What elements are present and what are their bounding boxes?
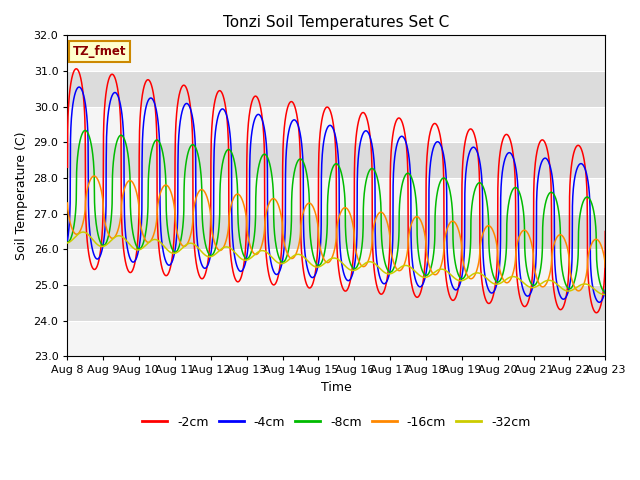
Title: Tonzi Soil Temperatures Set C: Tonzi Soil Temperatures Set C	[223, 15, 449, 30]
X-axis label: Time: Time	[321, 381, 352, 394]
Text: TZ_fmet: TZ_fmet	[73, 45, 126, 58]
Legend: -2cm, -4cm, -8cm, -16cm, -32cm: -2cm, -4cm, -8cm, -16cm, -32cm	[137, 411, 536, 434]
Bar	[67, 36, 605, 71]
Y-axis label: Soil Temperature (C): Soil Temperature (C)	[15, 132, 28, 260]
Bar	[67, 107, 605, 143]
Bar	[67, 178, 605, 214]
Bar	[67, 249, 605, 285]
Bar	[67, 321, 605, 356]
